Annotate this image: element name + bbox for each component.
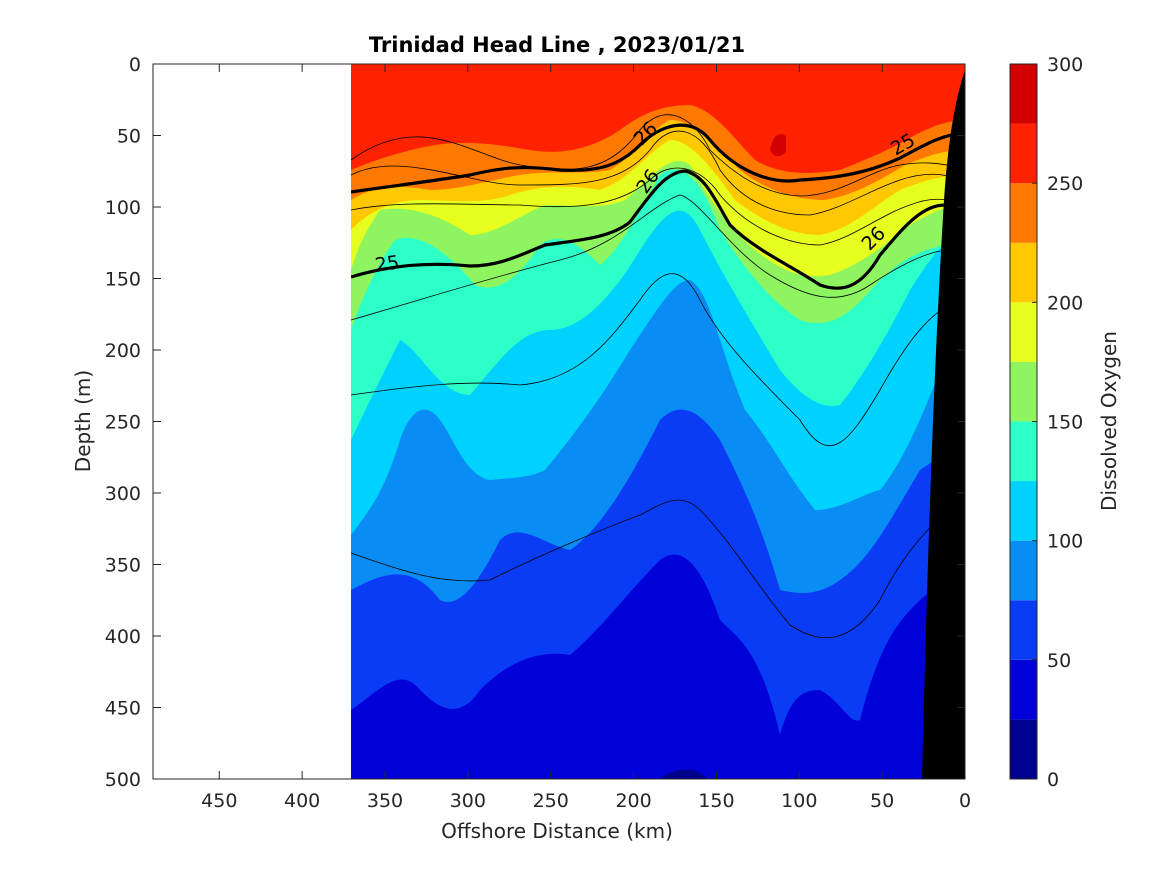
- density-contours: [351, 114, 965, 639]
- contour-line: [351, 167, 965, 246]
- x-tick-label: 50: [870, 790, 894, 812]
- y-tick-label: 50: [117, 126, 141, 148]
- chart-title: Trinidad Head Line , 2023/01/21: [369, 33, 745, 57]
- density-contour-25: [351, 123, 965, 194]
- contour-line: [351, 499, 961, 639]
- x-tick-label: 250: [533, 790, 569, 812]
- oxygen-filled-contours: [351, 64, 965, 779]
- colorbar-segment: [1010, 719, 1037, 779]
- x-tick-label: 150: [698, 790, 734, 812]
- y-tick-label: 200: [105, 340, 141, 362]
- y-tick-label: 150: [105, 269, 141, 291]
- y-axis-label: Depth (m): [71, 370, 95, 472]
- colorbar-tick-label: 200: [1047, 292, 1083, 314]
- x-tick-label: 350: [367, 790, 403, 812]
- y-tick-label: 300: [105, 483, 141, 505]
- oxygen-band: [770, 133, 786, 157]
- colorbar-segment: [1010, 302, 1037, 362]
- density-contour-26: [351, 169, 965, 290]
- contour-line: [351, 194, 951, 321]
- colorbar: 0 50 100 150 200 250 300: [1009, 54, 1083, 791]
- colorbar-segment: [1010, 421, 1037, 482]
- x-tick-label: 100: [781, 790, 817, 812]
- colorbar-tick-label: 0: [1047, 769, 1059, 791]
- colorbar-segment: [1010, 659, 1037, 720]
- y-tick-label: 400: [105, 626, 141, 648]
- colorbar-segment: [1010, 64, 1037, 124]
- colorbar-tick-label: 250: [1047, 173, 1083, 195]
- colorbar-segment: [1010, 242, 1037, 303]
- colorbar-segment: [1010, 123, 1037, 184]
- colorbar-segment: [1010, 361, 1037, 422]
- colorbar-segment: [1010, 183, 1037, 243]
- x-axis: 450 400 350 300 250 200 150 100 50 0: [201, 64, 971, 812]
- oxygen-band: [351, 554, 965, 779]
- y-tick-label: 450: [105, 698, 141, 720]
- contour-line: [351, 273, 961, 447]
- contour-line: [351, 130, 965, 216]
- colorbar-tick-label: 50: [1047, 650, 1071, 672]
- y-tick-label: 500: [105, 769, 141, 791]
- y-tick-label: 0: [129, 54, 141, 76]
- colorbar-segment: [1010, 600, 1037, 660]
- y-tick-label: 100: [105, 197, 141, 219]
- x-tick-label: 400: [284, 790, 320, 812]
- y-axis: 0 50 100 150 200 250 300 350 400 450 500: [105, 54, 965, 791]
- x-axis-label: Offshore Distance (km): [441, 819, 673, 843]
- colorbar-label: Dissolved Oxygen: [1097, 331, 1121, 511]
- colorbar-tick-label: 300: [1047, 54, 1083, 76]
- contour-label: 25: [374, 251, 401, 276]
- x-tick-label: 450: [201, 790, 237, 812]
- colorbar-segment: [1010, 540, 1037, 601]
- x-tick-label: 200: [615, 790, 651, 812]
- colorbar-segment: [1010, 481, 1037, 541]
- oxygen-band: [660, 769, 708, 779]
- y-tick-label: 250: [105, 412, 141, 434]
- colorbar-tick-label: 100: [1047, 531, 1083, 553]
- y-tick-label: 350: [105, 555, 141, 577]
- bathymetry-mask: [922, 70, 965, 779]
- x-tick-label: 0: [959, 790, 971, 812]
- x-tick-label: 300: [450, 790, 486, 812]
- colorbar-tick-label: 150: [1047, 412, 1083, 434]
